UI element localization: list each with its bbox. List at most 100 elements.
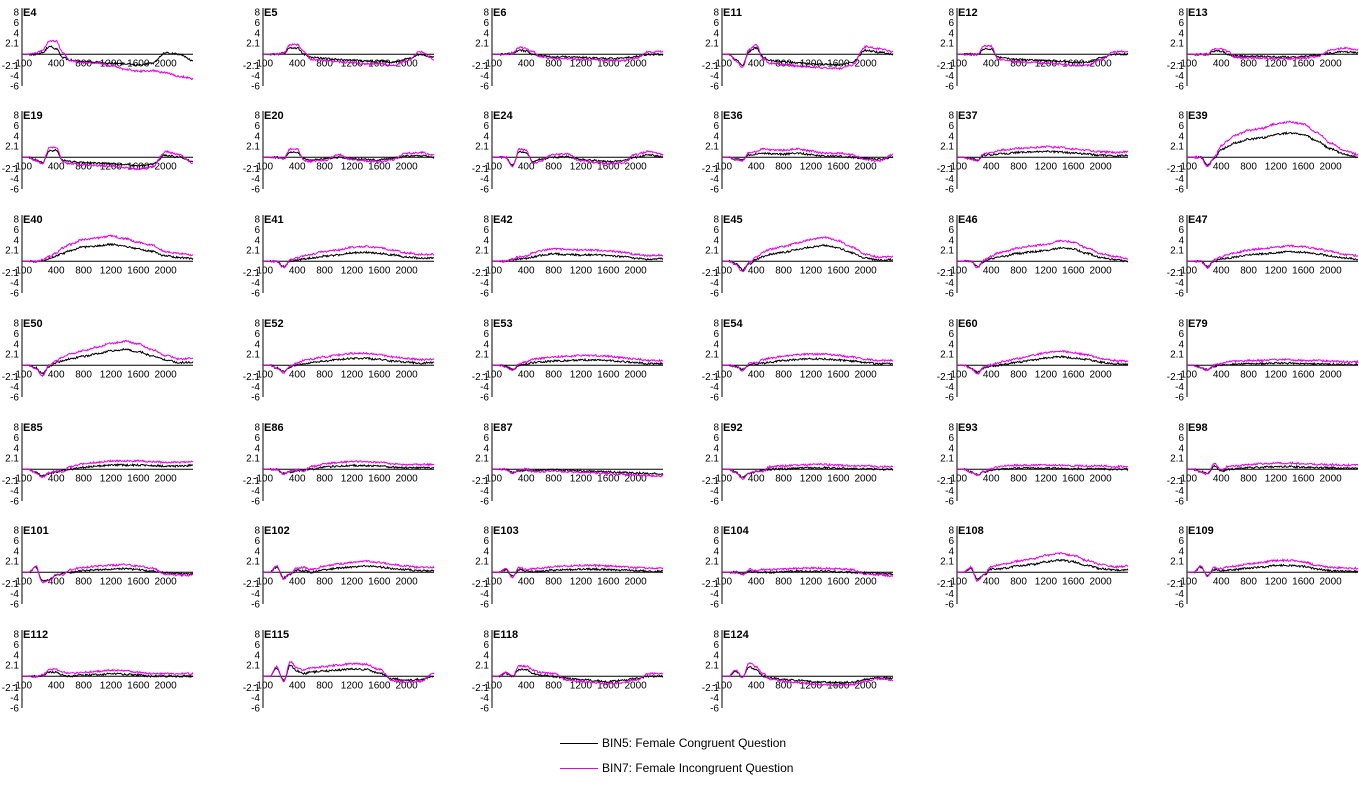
y-tick-label: 6 — [254, 225, 260, 236]
series-bin5-line — [22, 242, 194, 263]
x-tick-label: 1200 — [800, 265, 823, 276]
y-tick-label: 6 — [254, 536, 260, 547]
y-tick-label: -6 — [710, 289, 719, 300]
x-tick-label: 400 — [48, 680, 65, 691]
y-tick-label: -6 — [945, 600, 954, 611]
y-tick-label: -6 — [480, 289, 489, 300]
channel-title: E11 — [723, 7, 742, 19]
series-bin7-line — [263, 660, 435, 684]
x-tick-label: 1600 — [127, 161, 150, 172]
y-tick-label: 6 — [254, 329, 260, 340]
y-tick-label: -6 — [10, 393, 19, 404]
y-tick-label: 4 — [13, 236, 19, 247]
y-tick-label: 2.1 — [705, 454, 719, 465]
y-tick-label: 4 — [713, 444, 719, 455]
x-tick-label: 2000 — [625, 576, 648, 587]
channel-title: E4 — [23, 7, 37, 19]
series-bin5-line — [22, 347, 194, 376]
y-tick-label: 8 — [483, 8, 489, 19]
y-tick-label: -4 — [10, 486, 19, 497]
y-tick-label: -6 — [10, 185, 19, 196]
x-tick-label: 2000 — [396, 473, 419, 484]
y-tick-label: 8 — [13, 319, 19, 330]
y-tick-label: 6 — [483, 121, 489, 132]
y-tick-label: -6 — [480, 185, 489, 196]
x-tick-label: 800 — [1240, 58, 1257, 69]
x-tick-label: 400 — [289, 576, 306, 587]
x-tick-label: 1200 — [1265, 265, 1288, 276]
x-tick-label: 400 — [518, 265, 535, 276]
x-tick-label: 1200 — [100, 265, 123, 276]
x-tick-label: 2000 — [1090, 473, 1113, 484]
legend-item-bin5: BIN5: Female Congruent Question — [560, 736, 786, 750]
x-tick-label: 400 — [518, 161, 535, 172]
x-tick-label: 1600 — [1062, 161, 1085, 172]
y-tick-label: -2.1 — [702, 579, 720, 590]
x-tick-label: 400 — [1213, 576, 1230, 587]
series-bin7-line — [957, 44, 1129, 68]
y-tick-label: -2.1 — [937, 372, 955, 383]
y-tick-label: 8 — [254, 630, 260, 641]
y-tick-label: 8 — [948, 526, 954, 537]
y-tick-label: 2.1 — [705, 142, 719, 153]
x-tick-label: 400 — [748, 473, 765, 484]
x-tick-label: -100 — [712, 369, 732, 380]
channel-title: E86 — [264, 422, 284, 434]
y-tick-label: -6 — [1175, 393, 1184, 404]
y-tick-label: 8 — [713, 526, 719, 537]
y-tick-label: 8 — [254, 111, 260, 122]
series-bin7-line — [1187, 120, 1359, 168]
x-tick-label: 2000 — [855, 369, 878, 380]
series-bin5-line — [722, 46, 894, 67]
y-tick-label: 4 — [254, 236, 260, 247]
series-bin5-line — [722, 357, 893, 371]
x-tick-label: -100 — [1177, 576, 1197, 587]
x-tick-label: 400 — [289, 161, 306, 172]
x-tick-label: -100 — [712, 473, 732, 484]
series-bin5-line — [22, 148, 194, 168]
y-tick-label: 4 — [1178, 444, 1184, 455]
y-tick-label: -6 — [10, 497, 19, 508]
y-tick-label: 4 — [713, 547, 719, 558]
x-tick-label: 2000 — [1320, 369, 1343, 380]
y-tick-label: -2.1 — [937, 164, 955, 175]
y-tick-label: -2.1 — [702, 164, 720, 175]
y-tick-label: 6 — [254, 640, 260, 651]
y-tick-label: 6 — [1178, 433, 1184, 444]
x-tick-label: -100 — [12, 161, 32, 172]
y-tick-label: 2.1 — [246, 246, 260, 257]
x-tick-label: 400 — [983, 58, 1000, 69]
y-tick-label: -2.1 — [472, 579, 490, 590]
y-tick-label: -2.1 — [472, 268, 490, 279]
channel-title: E104 — [723, 525, 750, 537]
y-tick-label: -2.1 — [1167, 164, 1185, 175]
x-tick-label: 800 — [75, 473, 92, 484]
x-tick-label: 800 — [1010, 369, 1027, 380]
y-tick-label: 2.1 — [475, 661, 489, 672]
y-tick-label: -2.1 — [2, 164, 20, 175]
y-tick-label: 2.1 — [1170, 350, 1184, 361]
y-tick-label: -4 — [710, 382, 719, 393]
x-tick-label: 2000 — [855, 265, 878, 276]
y-tick-label: 2.1 — [1170, 246, 1184, 257]
x-tick-label: 400 — [748, 576, 765, 587]
x-tick-label: 1200 — [1035, 161, 1058, 172]
y-tick-label: -2.1 — [2, 61, 20, 72]
x-tick-label: 1200 — [1035, 473, 1058, 484]
x-tick-label: -100 — [947, 265, 967, 276]
x-tick-label: 800 — [316, 58, 333, 69]
x-tick-label: 2000 — [155, 576, 178, 587]
x-tick-label: 1600 — [1292, 369, 1315, 380]
x-tick-label: -100 — [482, 58, 502, 69]
y-tick-label: 6 — [1178, 329, 1184, 340]
x-tick-label: 800 — [775, 58, 792, 69]
x-tick-label: 2000 — [625, 680, 648, 691]
